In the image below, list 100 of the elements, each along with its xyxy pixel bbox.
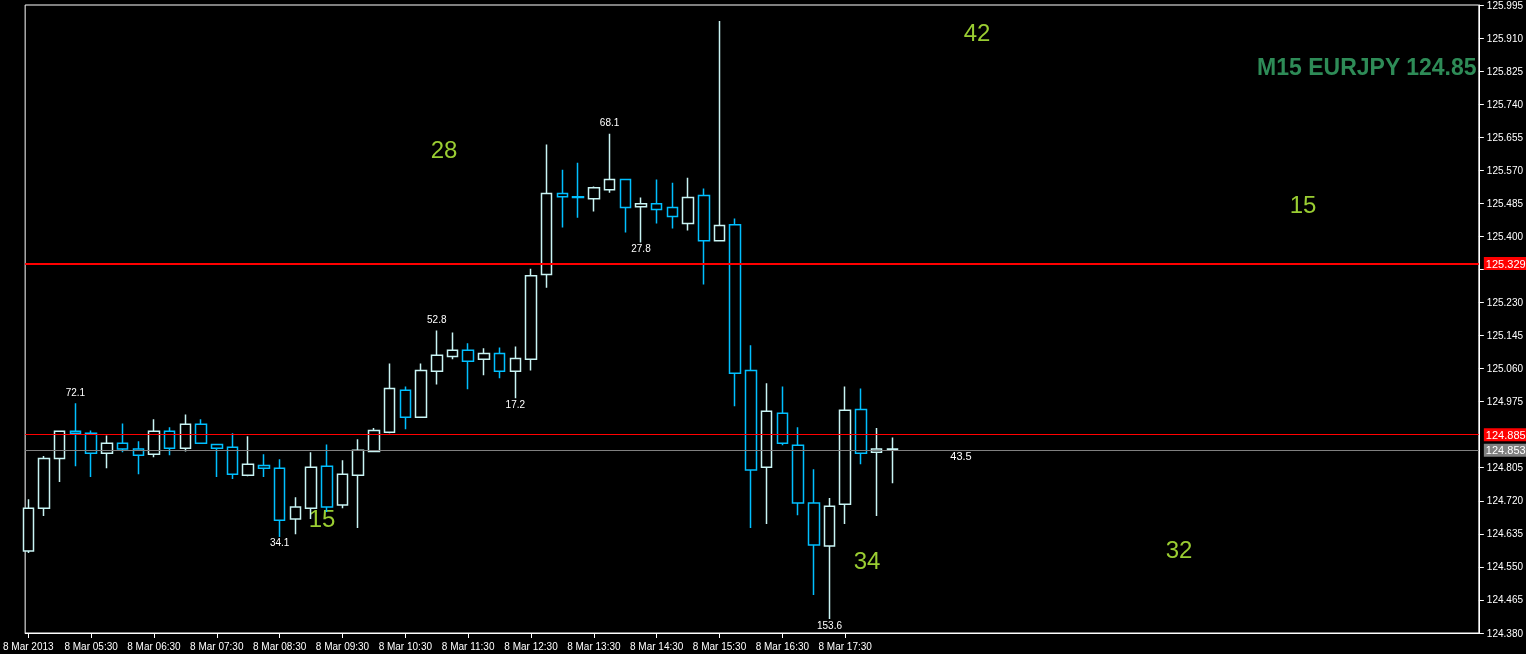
x-tick-label: 8 Mar 2013: [2, 640, 55, 652]
candlestick: [854, 387, 868, 465]
candlestick: [634, 196, 648, 244]
candlestick: [194, 418, 208, 444]
annotation: 27.8: [631, 243, 652, 255]
candlestick: [540, 143, 553, 289]
y-tick-label: 125.485: [1486, 197, 1524, 209]
y-tick-label: 124.975: [1486, 396, 1524, 408]
x-tick-label: 8 Mar 13:30: [567, 640, 621, 652]
candlestick: [336, 459, 349, 509]
candlestick: [414, 362, 428, 418]
candlestick: [666, 181, 679, 230]
text: M15 EURJPY 124.85: [1257, 53, 1477, 80]
candlestick: [776, 385, 789, 446]
candlestick: [713, 20, 726, 242]
annotation: 72.1: [65, 386, 86, 398]
candlestick: [493, 346, 506, 380]
x-tick-label: 8 Mar 09:30: [315, 640, 370, 652]
candlestick: [509, 345, 522, 399]
candlestick: [728, 217, 742, 408]
x-tick-label: 8 Mar 16:30: [755, 640, 810, 652]
x-tick-label: 8 Mar 05:30: [64, 640, 119, 652]
x-tick-label: 8 Mar 17:30: [818, 640, 873, 652]
y-tick-label: 125.060: [1486, 363, 1524, 375]
annotation: 68.1: [599, 117, 620, 129]
annotation: 153.6: [816, 619, 843, 631]
candlestick: [477, 347, 491, 376]
y-tick-label: 125.145: [1486, 330, 1524, 342]
x-tick-label: 8 Mar 14:30: [630, 640, 684, 652]
ref-line-label: 124.853: [1485, 444, 1526, 457]
candlestick: [132, 440, 145, 476]
candlestick: [760, 382, 773, 525]
y-tick-label: 125.910: [1486, 32, 1524, 44]
candlestick: [116, 422, 129, 453]
candlestick: [838, 385, 852, 525]
annotation: 28: [430, 135, 458, 163]
annotation: 42: [963, 18, 991, 46]
candlestick: [210, 443, 224, 478]
candlestick: [870, 427, 883, 517]
y-tick-label: 124.465: [1486, 594, 1524, 606]
candlestick: [383, 362, 396, 434]
candlestick: [430, 329, 444, 386]
candlestick: [289, 496, 302, 535]
candlestick: [650, 178, 663, 225]
x-tick-label: 8 Mar 12:30: [504, 640, 559, 652]
x-tick-label: 8 Mar 08:30: [252, 640, 307, 652]
y-tick-label: 125.740: [1486, 98, 1524, 110]
candlestick: [399, 385, 412, 430]
ref-line-label: 124.885: [1485, 428, 1526, 441]
ref-line-label: 125.329: [1485, 257, 1526, 270]
candlestick: [147, 418, 161, 458]
candlestick: [226, 432, 239, 480]
y-tick-label: 124.380: [1486, 627, 1524, 639]
x-tick-label: 8 Mar 06:30: [127, 640, 182, 652]
y-tick-label: 125.825: [1486, 65, 1524, 77]
x-tick-label: 8 Mar 15:30: [692, 640, 747, 652]
x-tick-label: 8 Mar 10:30: [378, 640, 433, 652]
candlestick: [84, 429, 98, 478]
y-tick-label: 125.655: [1486, 131, 1524, 143]
candlestick: [53, 429, 66, 483]
y-tick-label: 125.400: [1486, 230, 1524, 242]
y-tick-label: 124.720: [1486, 495, 1524, 507]
candlestick: [823, 497, 836, 620]
candlestick: [886, 436, 899, 485]
candlestick: [603, 132, 616, 194]
annotation: 15: [1289, 190, 1317, 218]
annotation: 15: [308, 504, 336, 532]
y-tick-label: 124.805: [1486, 462, 1524, 474]
annotation: 34.1: [269, 537, 290, 549]
y-tick-label: 125.995: [1486, 0, 1524, 11]
candlestick: [524, 267, 538, 372]
candlestick: [619, 178, 632, 234]
y-tick-label: 125.570: [1486, 164, 1524, 176]
candlestick: [257, 453, 271, 478]
y-tick-label: 124.550: [1486, 561, 1524, 573]
candlestick: [37, 455, 51, 517]
annotation: 52.8: [427, 313, 447, 325]
candlestick: [744, 344, 758, 529]
y-tick-label: 125.230: [1486, 296, 1524, 308]
candlestick: [179, 413, 192, 453]
candlestick: [273, 458, 286, 538]
candlestick: [461, 342, 475, 390]
x-tick-label: 8 Mar 07:30: [190, 640, 244, 652]
candlestick: [163, 426, 176, 457]
candlestick: [807, 468, 821, 596]
x-tick-label: 8 Mar 11:30: [441, 640, 495, 652]
candlestick: [587, 185, 601, 213]
annotation: 17.2: [505, 398, 526, 410]
y-tick-label: 124.635: [1486, 528, 1524, 540]
candlestick: [571, 162, 585, 219]
candlestick: [791, 426, 805, 516]
candlestick: [100, 434, 114, 469]
annotation: 34: [853, 546, 881, 574]
candlestick: [697, 187, 711, 286]
candlestick: [351, 438, 365, 529]
candlestick: [241, 435, 255, 478]
annotation: 32: [1165, 535, 1193, 563]
annotation: 43.5: [950, 450, 972, 462]
candlestick: [681, 176, 695, 232]
candlestick: [69, 402, 82, 467]
